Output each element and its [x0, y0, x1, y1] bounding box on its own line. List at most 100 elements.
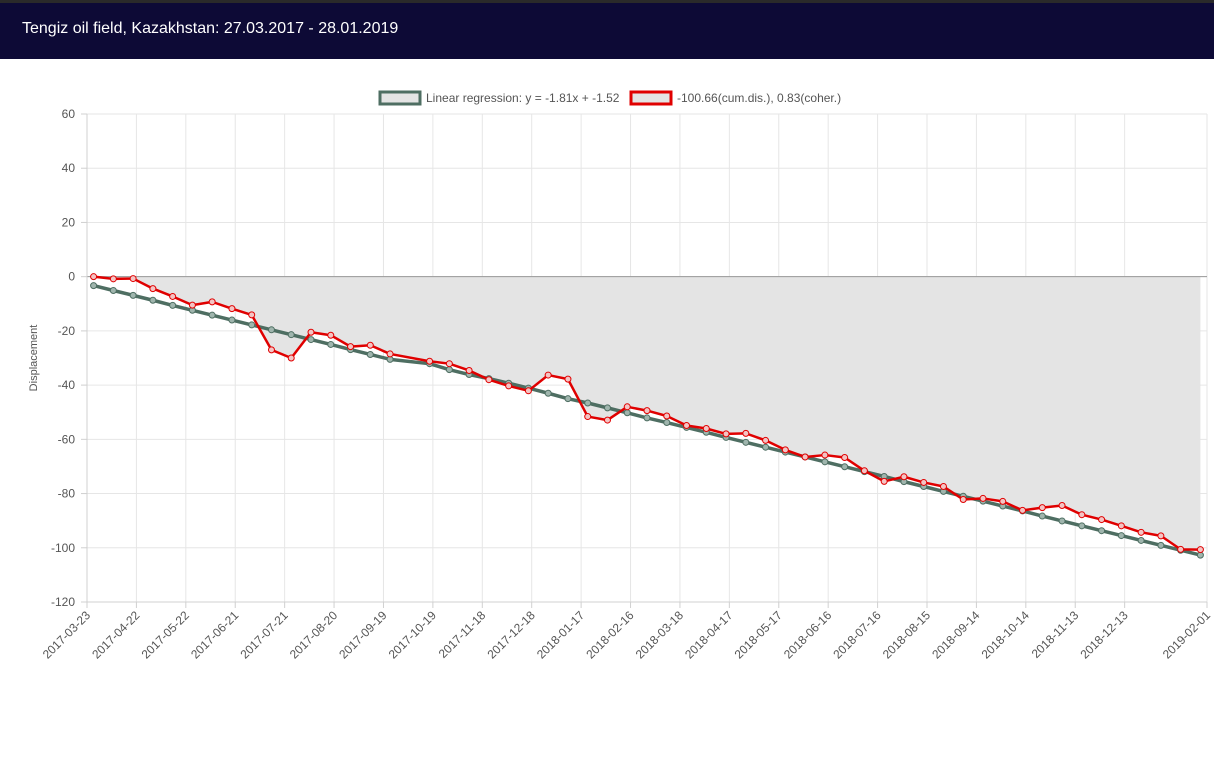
- regression-point[interactable]: [366, 350, 374, 358]
- regression-point[interactable]: [1157, 541, 1165, 549]
- displacement-point[interactable]: [821, 451, 829, 459]
- displacement-point[interactable]: [564, 375, 572, 383]
- displacement-point[interactable]: [742, 429, 750, 437]
- displacement-point[interactable]: [524, 387, 532, 395]
- regression-point[interactable]: [762, 443, 770, 451]
- regression-point[interactable]: [445, 366, 453, 374]
- displacement-point[interactable]: [485, 376, 493, 384]
- displacement-point[interactable]: [1196, 546, 1204, 554]
- chart-legend[interactable]: Linear regression: y = -1.81x + -1.52 -10…: [378, 90, 841, 106]
- regression-point[interactable]: [1058, 517, 1066, 525]
- regression-point[interactable]: [603, 404, 611, 412]
- displacement-point[interactable]: [307, 328, 315, 336]
- regression-point[interactable]: [1038, 512, 1046, 520]
- displacement-point[interactable]: [801, 453, 809, 461]
- regression-point[interactable]: [564, 395, 572, 403]
- displacement-point[interactable]: [939, 483, 947, 491]
- displacement-point[interactable]: [1098, 516, 1106, 524]
- x-tick-label: 2017-12-18: [485, 608, 539, 662]
- regression-point[interactable]: [1098, 527, 1106, 535]
- y-tick-label: 40: [62, 161, 76, 175]
- displacement-point[interactable]: [1137, 528, 1145, 536]
- x-tick-label: 2018-03-18: [633, 608, 687, 662]
- regression-point[interactable]: [584, 399, 592, 407]
- displacement-point[interactable]: [287, 354, 295, 362]
- displacement-point[interactable]: [386, 350, 394, 358]
- legend-swatch-displacement[interactable]: [629, 90, 673, 106]
- regression-point[interactable]: [129, 291, 137, 299]
- displacement-point[interactable]: [999, 497, 1007, 505]
- legend-label-displacement[interactable]: -100.66(cum.dis.), 0.83(coher.): [677, 91, 841, 105]
- displacement-point[interactable]: [426, 357, 434, 365]
- regression-point[interactable]: [228, 316, 236, 324]
- displacement-point[interactable]: [109, 275, 117, 283]
- displacement-point[interactable]: [959, 496, 967, 504]
- displacement-point[interactable]: [860, 467, 868, 475]
- displacement-point[interactable]: [544, 371, 552, 379]
- regression-point[interactable]: [109, 286, 117, 294]
- displacement-point[interactable]: [683, 422, 691, 430]
- displacement-point[interactable]: [584, 413, 592, 421]
- regression-point[interactable]: [248, 321, 256, 329]
- displacement-point[interactable]: [1117, 522, 1125, 530]
- page-title: Tengiz oil field, Kazakhstan: 27.03.2017…: [22, 20, 399, 37]
- displacement-point[interactable]: [841, 453, 849, 461]
- displacement-point[interactable]: [505, 382, 513, 390]
- regression-point[interactable]: [742, 438, 750, 446]
- regression-point[interactable]: [307, 336, 315, 344]
- displacement-point[interactable]: [920, 478, 928, 486]
- displacement-point[interactable]: [900, 473, 908, 481]
- regression-point[interactable]: [1078, 522, 1086, 530]
- displacement-point[interactable]: [129, 275, 137, 283]
- displacement-point[interactable]: [228, 305, 236, 313]
- displacement-line: [93, 275, 1201, 551]
- displacement-point[interactable]: [1177, 545, 1185, 553]
- legend-label-regression[interactable]: Linear regression: y = -1.81x + -1.52: [426, 91, 620, 105]
- regression-point[interactable]: [287, 331, 295, 339]
- displacement-point[interactable]: [366, 341, 374, 349]
- displacement-point[interactable]: [979, 494, 987, 502]
- displacement-point[interactable]: [1019, 506, 1027, 514]
- displacement-point[interactable]: [762, 436, 770, 444]
- displacement-point[interactable]: [169, 292, 177, 300]
- regression-point[interactable]: [841, 463, 849, 471]
- regression-point[interactable]: [1137, 536, 1145, 544]
- displacement-point[interactable]: [445, 360, 453, 368]
- regression-point[interactable]: [90, 282, 98, 290]
- regression-point[interactable]: [821, 458, 829, 466]
- displacement-point[interactable]: [1058, 501, 1066, 509]
- displacement-point[interactable]: [722, 430, 730, 438]
- displacement-point[interactable]: [208, 298, 216, 306]
- displacement-point[interactable]: [188, 301, 196, 309]
- regression-point[interactable]: [544, 389, 552, 397]
- regression-point[interactable]: [663, 419, 671, 427]
- regression-point[interactable]: [1117, 532, 1125, 540]
- displacement-point[interactable]: [643, 407, 651, 415]
- displacement-point[interactable]: [623, 403, 631, 411]
- regression-point[interactable]: [169, 301, 177, 309]
- displacement-point[interactable]: [90, 273, 98, 281]
- displacement-point[interactable]: [347, 343, 355, 351]
- displacement-point[interactable]: [149, 285, 157, 293]
- displacement-point[interactable]: [267, 346, 275, 354]
- displacement-point[interactable]: [1157, 532, 1165, 540]
- regression-point[interactable]: [623, 409, 631, 417]
- displacement-point[interactable]: [465, 366, 473, 374]
- regression-point[interactable]: [267, 326, 275, 334]
- y-tick-label: -120: [51, 595, 75, 609]
- regression-point[interactable]: [327, 340, 335, 348]
- displacement-point[interactable]: [1078, 511, 1086, 519]
- regression-point[interactable]: [643, 414, 651, 422]
- displacement-point[interactable]: [663, 412, 671, 420]
- displacement-point[interactable]: [880, 477, 888, 485]
- regression-point[interactable]: [149, 296, 157, 304]
- x-tick-label: 2018-06-16: [781, 608, 835, 662]
- displacement-point[interactable]: [603, 416, 611, 424]
- displacement-point[interactable]: [781, 446, 789, 454]
- displacement-point[interactable]: [248, 311, 256, 319]
- displacement-point[interactable]: [327, 331, 335, 339]
- displacement-point[interactable]: [702, 424, 710, 432]
- legend-swatch-regression[interactable]: [378, 90, 422, 106]
- displacement-point[interactable]: [1038, 504, 1046, 512]
- regression-point[interactable]: [208, 311, 216, 319]
